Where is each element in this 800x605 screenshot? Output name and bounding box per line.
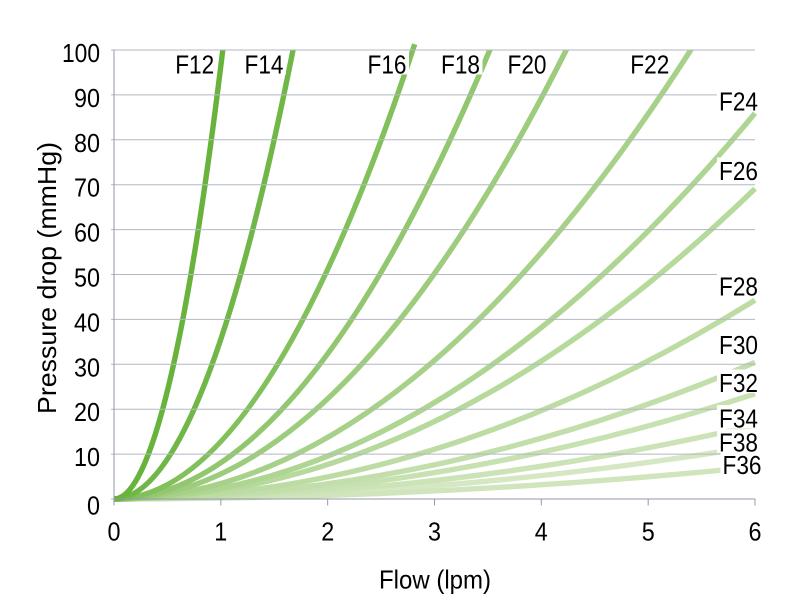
svg-text:80: 80 (74, 128, 100, 158)
svg-text:60: 60 (74, 218, 100, 248)
svg-text:6: 6 (749, 517, 762, 547)
svg-text:F22: F22 (630, 50, 669, 80)
svg-text:F14: F14 (245, 50, 284, 80)
svg-text:Flow (lpm): Flow (lpm) (379, 565, 491, 595)
svg-text:50: 50 (74, 263, 100, 293)
svg-text:2: 2 (321, 517, 334, 547)
svg-text:20: 20 (74, 397, 100, 427)
svg-text:F16: F16 (368, 50, 407, 80)
svg-text:30: 30 (74, 352, 100, 382)
svg-text:1: 1 (214, 517, 227, 547)
svg-text:F32: F32 (719, 368, 758, 398)
svg-text:F36: F36 (723, 450, 762, 480)
svg-text:F30: F30 (719, 330, 758, 360)
svg-text:F12: F12 (175, 50, 214, 80)
svg-text:3: 3 (428, 517, 441, 547)
svg-text:F28: F28 (719, 272, 758, 302)
svg-text:F26: F26 (719, 156, 758, 186)
svg-text:4: 4 (535, 517, 548, 547)
svg-text:F38: F38 (719, 428, 758, 458)
svg-text:F24: F24 (719, 86, 758, 116)
svg-text:40: 40 (74, 307, 100, 337)
svg-text:90: 90 (74, 83, 100, 113)
svg-text:F18: F18 (441, 50, 480, 80)
svg-text:100: 100 (62, 38, 100, 68)
svg-text:0: 0 (108, 517, 121, 547)
svg-text:0: 0 (87, 490, 100, 520)
svg-text:70: 70 (74, 173, 100, 203)
svg-text:F34: F34 (719, 404, 758, 434)
svg-text:Pressure drop (mmHg): Pressure drop (mmHg) (32, 142, 62, 414)
svg-text:5: 5 (642, 517, 655, 547)
svg-text:10: 10 (74, 442, 100, 472)
svg-text:F20: F20 (508, 50, 547, 80)
